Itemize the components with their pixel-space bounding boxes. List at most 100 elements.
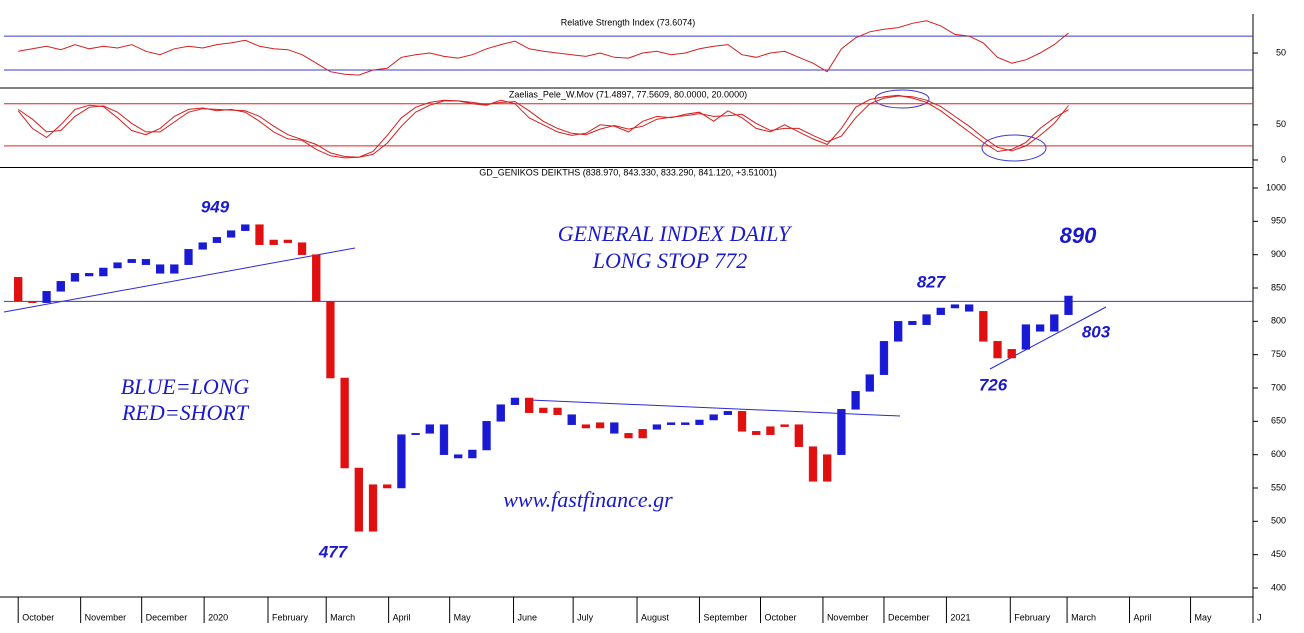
candle-body — [666, 422, 676, 425]
x-tick-label: September — [703, 612, 747, 622]
candle-body — [737, 411, 747, 432]
candle-body — [411, 433, 420, 435]
annotation: 949 — [201, 197, 230, 216]
candle-body — [99, 267, 108, 277]
candle-body — [752, 431, 761, 435]
candle-body — [837, 409, 846, 455]
candle-body — [922, 314, 931, 325]
candle-body — [553, 407, 562, 415]
y-tick-label: 650 — [1271, 416, 1286, 426]
y-tick-label: 800 — [1271, 316, 1286, 326]
y-tick-label: 900 — [1271, 249, 1286, 259]
candle-body — [468, 449, 477, 459]
candle-body — [212, 237, 222, 243]
annotation: 726 — [979, 375, 1008, 394]
x-tick-label: August — [641, 612, 670, 622]
y-tick-label: 450 — [1271, 549, 1286, 559]
annotation: 803 — [1082, 322, 1111, 341]
candle-body — [198, 242, 207, 250]
candle-body — [439, 424, 449, 455]
candle-body — [28, 301, 37, 303]
candle-body — [808, 446, 818, 482]
candle-body — [1021, 324, 1031, 350]
y-tick-label: 750 — [1271, 349, 1286, 359]
candle-body — [170, 264, 179, 274]
candle-body — [652, 424, 662, 430]
candle-body — [681, 422, 690, 425]
annotation: 827 — [917, 272, 947, 291]
candle-body — [127, 259, 136, 263]
candle-body — [1035, 324, 1045, 332]
candle-body — [539, 407, 548, 413]
annotation: BLUE=LONG — [121, 374, 250, 399]
candle-body — [624, 433, 633, 439]
candle-body — [283, 239, 293, 243]
candle-body — [368, 484, 378, 532]
x-tick-label: March — [1071, 612, 1096, 622]
x-tick-label: November — [827, 612, 869, 622]
candle-body — [979, 311, 988, 342]
candle-body — [1064, 295, 1073, 315]
x-tick-label: June — [518, 612, 538, 622]
candle-body — [326, 301, 335, 379]
x-tick-label: J — [1257, 612, 1262, 622]
candle-body — [482, 421, 491, 451]
candle-body — [85, 273, 94, 277]
y-tick-label: 1000 — [1266, 182, 1286, 192]
candle-body — [113, 262, 122, 269]
candle-body — [312, 254, 321, 302]
candle-body — [894, 321, 903, 342]
candle-body — [709, 414, 718, 421]
x-tick-label: March — [330, 612, 355, 622]
y-tick-label: 400 — [1271, 582, 1286, 592]
candle-body — [70, 273, 80, 282]
candle-body — [1007, 349, 1016, 359]
candle-body — [383, 484, 392, 489]
candle-body — [14, 277, 23, 302]
candle-body — [340, 377, 349, 469]
y-tick-label: 600 — [1271, 449, 1286, 459]
panel-title: Relative Strength Index (73.6074) — [561, 17, 696, 27]
x-tick-label: 2021 — [950, 612, 970, 622]
candle-body — [510, 397, 520, 405]
x-tick-label: 2020 — [208, 612, 228, 622]
candle-body — [269, 239, 278, 245]
x-tick-label: October — [764, 612, 796, 622]
x-tick-label: February — [1014, 612, 1051, 622]
x-tick-label: February — [272, 612, 309, 622]
x-tick-label: November — [85, 612, 127, 622]
candle-body — [723, 411, 733, 415]
y-tick-label: 0 — [1281, 154, 1286, 164]
series-line — [17, 94, 1069, 159]
candle-body — [56, 281, 65, 292]
x-tick-label: May — [1195, 612, 1213, 622]
panel-title: Zaelias_Pele_W.Mov (71.4897, 77.5609, 80… — [509, 89, 747, 99]
y-tick-label: 550 — [1271, 482, 1286, 492]
annotation: LONG STOP 772 — [592, 248, 747, 273]
candle-body — [936, 307, 945, 315]
candle-body — [993, 341, 1002, 359]
candle-body — [184, 249, 193, 265]
x-tick-label: July — [577, 612, 594, 622]
candle-body — [241, 224, 250, 231]
annotation: 477 — [318, 542, 349, 561]
highlight-ellipse — [981, 134, 1047, 162]
candle-body — [255, 224, 264, 245]
x-tick-label: December — [888, 612, 930, 622]
y-tick-label: 700 — [1271, 382, 1286, 392]
candle-body — [581, 424, 591, 429]
annotation: GENERAL INDEX DAILY — [558, 221, 793, 246]
y-tick-label: 850 — [1271, 282, 1286, 292]
candle-body — [823, 454, 832, 482]
y-tick-label: 500 — [1271, 516, 1286, 526]
candle-body — [397, 434, 406, 489]
candle-body — [155, 264, 165, 274]
candle-body — [950, 304, 960, 309]
x-tick-label: October — [22, 612, 54, 622]
candle-body — [425, 424, 434, 434]
annotation: 890 — [1060, 223, 1097, 248]
candle-body — [879, 341, 889, 375]
highlight-ellipse — [874, 89, 930, 109]
